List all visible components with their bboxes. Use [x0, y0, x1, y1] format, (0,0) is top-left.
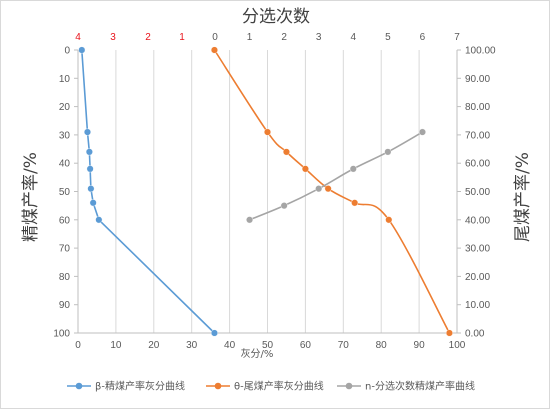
top-tick-label: 7	[454, 32, 460, 43]
top-left-red-label: 2	[145, 32, 151, 43]
legend-item: β-精煤产率灰分曲线	[67, 380, 185, 393]
legend-marker	[214, 382, 222, 390]
right-tick-label: 0.00	[465, 329, 485, 340]
top-tick-label: 2	[281, 32, 287, 43]
legend-marker	[345, 382, 353, 390]
top-left-red-label: 3	[110, 32, 116, 43]
series-line	[249, 131, 423, 221]
left-tick-label: 60	[59, 215, 71, 226]
series-3	[246, 128, 426, 224]
top-tick-label: 0	[212, 32, 218, 43]
legend-label: β-精煤产率灰分曲线	[95, 380, 185, 393]
top-left-red-label: 4	[75, 32, 81, 43]
top-tick-label: 6	[420, 32, 426, 43]
data-point	[87, 185, 95, 193]
left-tick-label: 10	[59, 74, 71, 85]
legend-label: n-分选次数精煤产率曲线	[365, 380, 475, 393]
left-tick-label: 40	[59, 159, 71, 170]
right-tick-label: 90.00	[465, 74, 490, 85]
data-point	[246, 216, 254, 224]
data-point	[301, 165, 309, 173]
data-point	[351, 199, 359, 207]
right-tick-label: 70.00	[465, 130, 490, 141]
x-tick-label: 10	[110, 340, 122, 351]
x-tick-label: 60	[300, 340, 312, 351]
top-tick-label: 5	[385, 32, 391, 43]
left-tick-label: 0	[64, 46, 70, 57]
data-point	[95, 216, 103, 224]
right-tick-label: 50.00	[465, 187, 490, 198]
data-point	[78, 46, 86, 54]
top-tick-label: 3	[316, 32, 322, 43]
legend-item: n-分选次数精煤产率曲线	[337, 380, 475, 393]
data-point	[324, 185, 332, 193]
series-line	[80, 49, 215, 334]
data-point	[282, 148, 290, 156]
top-left-red-label: 1	[179, 32, 185, 43]
right-tick-label: 20.00	[465, 272, 490, 283]
x-axis-label: 灰分/%	[241, 347, 274, 360]
right-tick-label: 10.00	[465, 300, 490, 311]
x-tick-label: 0	[75, 340, 81, 351]
data-point	[86, 165, 94, 173]
axes	[74, 49, 461, 334]
x-tick-label: 90	[414, 340, 426, 351]
right-tick-label: 100.00	[465, 46, 496, 57]
series-1	[78, 46, 218, 337]
data-point	[83, 128, 91, 136]
data-point	[349, 165, 357, 173]
legend-label: θ-尾煤产率灰分曲线	[234, 380, 324, 393]
right-tick-label: 30.00	[465, 244, 490, 255]
data-point	[280, 202, 288, 210]
data-point	[210, 46, 218, 54]
left-tick-label: 70	[59, 244, 71, 255]
data-point	[264, 128, 272, 136]
chart-title: 分选次数	[242, 7, 310, 27]
legend-marker	[75, 382, 83, 390]
right-tick-label: 60.00	[465, 159, 490, 170]
x-tick-label: 80	[376, 340, 388, 351]
x-tick-label: 30	[186, 340, 198, 351]
left-axis-label: 精煤产率/%	[21, 152, 41, 242]
left-tick-label: 100	[53, 329, 70, 340]
left-tick-label: 20	[59, 102, 71, 113]
left-tick-label: 90	[59, 300, 71, 311]
data-point	[315, 185, 323, 193]
right-tick-label: 80.00	[465, 102, 490, 113]
series-2	[210, 46, 453, 337]
legend-item: θ-尾煤产率灰分曲线	[206, 380, 324, 393]
series-layer	[78, 46, 453, 337]
left-tick-label: 50	[59, 187, 71, 198]
right-axis-label: 尾煤产率/%	[513, 152, 533, 242]
right-tick-label: 40.00	[465, 215, 490, 226]
x-tick-label: 20	[148, 340, 160, 351]
tick-labels: 0 10 20 30 40 50 60 70 80 90 100010203040506070809…	[53, 32, 496, 351]
x-tick-label: 50	[262, 340, 274, 351]
series-line	[213, 49, 451, 334]
data-point	[85, 148, 93, 156]
x-tick-label: 100	[449, 340, 466, 351]
x-tick-label: 70	[338, 340, 350, 351]
x-tick-label: 40	[224, 340, 236, 351]
data-point	[89, 199, 97, 207]
data-point	[210, 329, 218, 337]
grid	[77, 50, 458, 333]
legend: β-精煤产率灰分曲线 θ-尾煤产率灰分曲线 n-分选次数精煤产率曲线	[67, 380, 475, 393]
top-tick-label: 4	[351, 32, 357, 43]
data-point	[384, 148, 392, 156]
left-tick-label: 30	[59, 130, 71, 141]
left-tick-label: 80	[59, 272, 71, 283]
top-tick-label: 1	[247, 32, 253, 43]
data-point	[445, 329, 453, 337]
data-point	[418, 128, 426, 136]
data-point	[385, 216, 393, 224]
